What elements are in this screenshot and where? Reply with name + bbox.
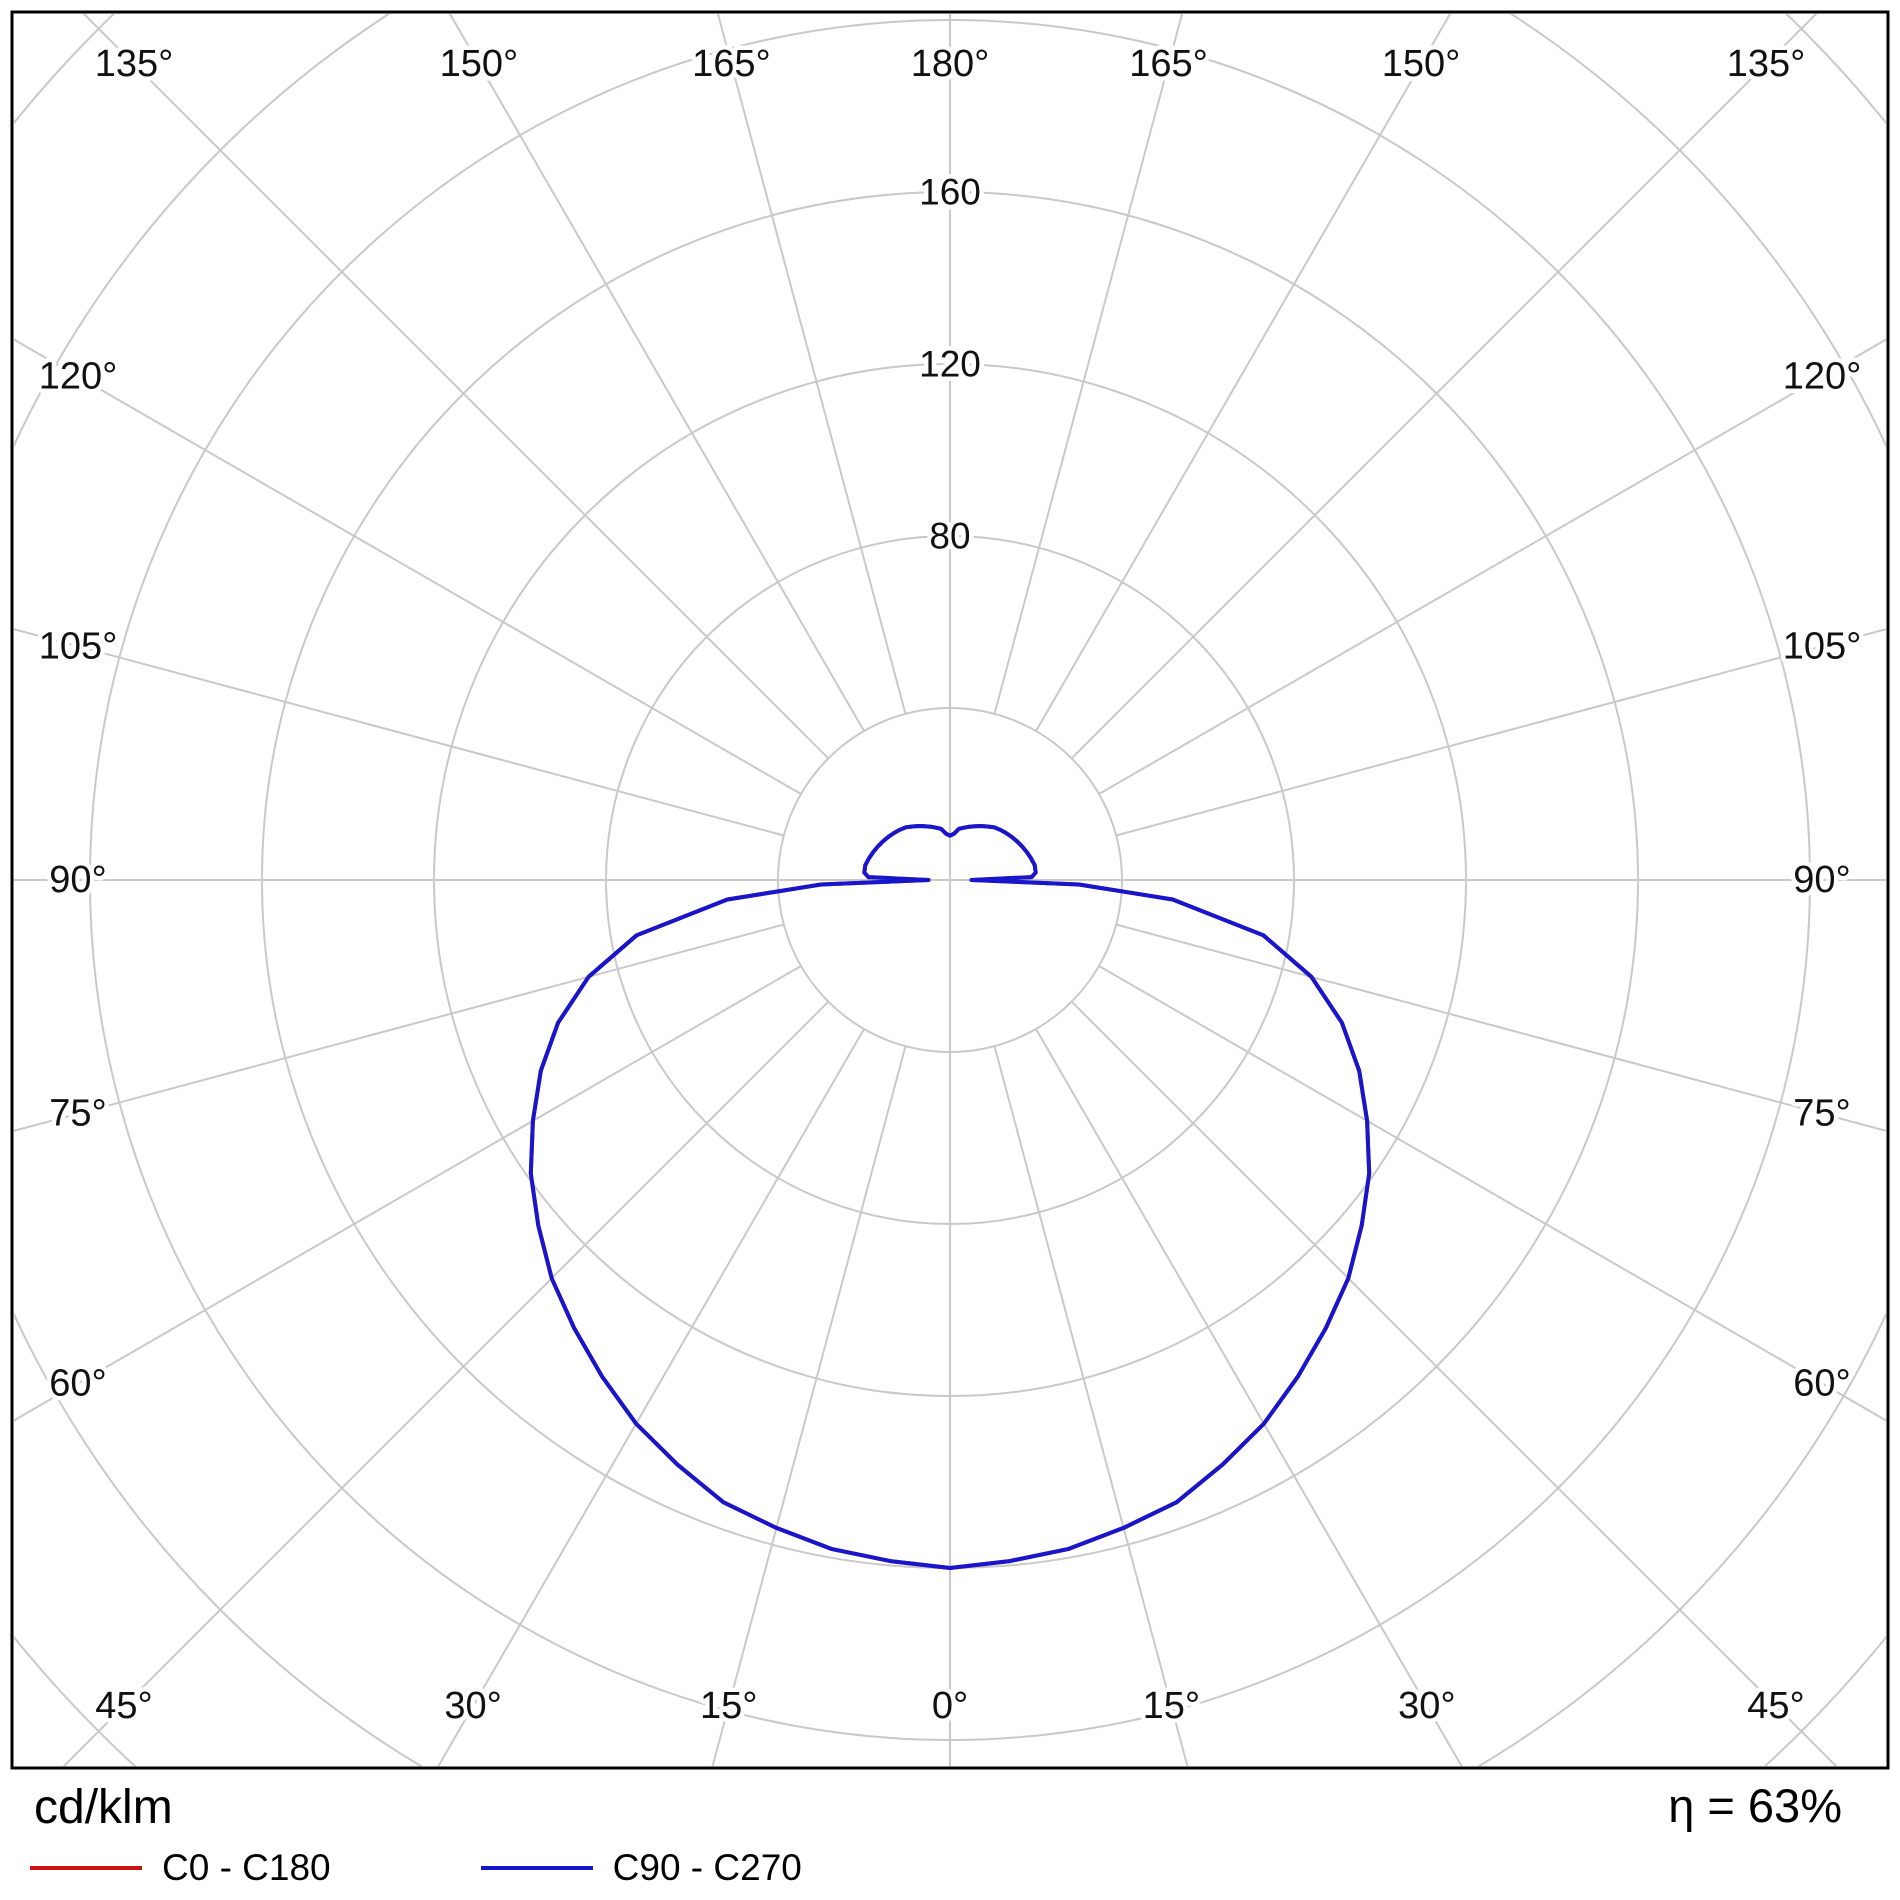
- legend-line-c0-c180-icon: [30, 1866, 142, 1870]
- angle-label-90-left: 90°: [49, 859, 106, 901]
- grid-spoke-330: [437, 1028, 865, 1766]
- grid-spoke-315: [62, 1000, 830, 1766]
- ring-tick-label-80: 80: [929, 516, 970, 557]
- grid-spoke-225: [82, 14, 830, 760]
- intensity-curves: [528, 824, 1372, 1570]
- angle-label-150-right: 150°: [1382, 43, 1461, 85]
- efficiency-label: η = 63%: [1668, 1779, 1842, 1832]
- grid-spoke-75: [1115, 923, 1886, 1132]
- angle-label-180-right: 180°: [911, 43, 990, 85]
- angle-label-75-right: 75°: [1793, 1093, 1850, 1135]
- grid-spoke-255: [14, 628, 785, 837]
- legend-label-c0-c180: C0 - C180: [162, 1847, 331, 1888]
- angle-label-135-right: 135°: [1727, 43, 1806, 85]
- legend-label-c90-c270: C90 - C270: [612, 1847, 802, 1888]
- unit-label: cd/klm: [34, 1781, 173, 1834]
- angle-label-150-left: 150°: [440, 43, 519, 85]
- grid-spoke-165: [993, 14, 1184, 715]
- grid-spoke-210: [448, 14, 865, 732]
- angle-label-45-right: 45°: [1747, 1685, 1804, 1727]
- angle-label-120-left: 120°: [39, 356, 118, 398]
- grid-spoke-195: [716, 14, 907, 715]
- angle-label-90-right: 90°: [1793, 859, 1850, 901]
- angle-label-0-right: 0°: [932, 1685, 968, 1727]
- angle-label-30-left: 30°: [444, 1685, 501, 1727]
- polar-labels: 80 120 160 0° 15° 15° 30° 30° 45° 45° 60° 60° 75° 75°…: [34, 39, 1866, 1732]
- grid-spoke-60: [1098, 965, 1886, 1422]
- grid-spoke-285: [14, 923, 785, 1132]
- angle-label-75-left: 75°: [49, 1093, 106, 1135]
- angle-label-15-right: 15°: [1143, 1685, 1200, 1727]
- angle-label-60-left: 60°: [49, 1362, 106, 1404]
- angle-label-135-left: 135°: [95, 43, 174, 85]
- legend-line-c90-c270-icon: [480, 1866, 593, 1870]
- grid-spoke-345: [711, 1045, 907, 1766]
- angle-label-105-left: 105°: [39, 625, 118, 667]
- angle-label-120-right: 120°: [1783, 356, 1862, 398]
- angle-label-165-left: 165°: [692, 43, 771, 85]
- curve-c90-c270: [528, 824, 1372, 1570]
- angle-label-60-right: 60°: [1793, 1362, 1850, 1404]
- legend: C0 - C180 C90 - C270: [30, 1846, 802, 1890]
- grid-spoke-120: [1098, 338, 1886, 795]
- ring-tick-label-160: 160: [919, 172, 981, 213]
- grid-spoke-150: [1035, 14, 1452, 732]
- angle-label-15-left: 15°: [700, 1685, 757, 1727]
- grid-spoke-135: [1070, 14, 1818, 760]
- grid-spoke-240: [14, 338, 802, 795]
- grid-spoke-15: [993, 1045, 1189, 1766]
- grid-spoke-300: [14, 965, 802, 1422]
- ring-tick-label-120: 120: [919, 344, 981, 385]
- grid-spoke-30: [1035, 1028, 1463, 1766]
- grid-spoke-105: [1115, 628, 1886, 837]
- angle-label-45-left: 45°: [95, 1685, 152, 1727]
- grid-spoke-45: [1070, 1000, 1838, 1766]
- angle-label-30-right: 30°: [1398, 1685, 1455, 1727]
- plot-border: [10, 10, 1890, 1770]
- angle-label-165-right: 165°: [1129, 43, 1208, 85]
- angle-label-105-right: 105°: [1783, 625, 1862, 667]
